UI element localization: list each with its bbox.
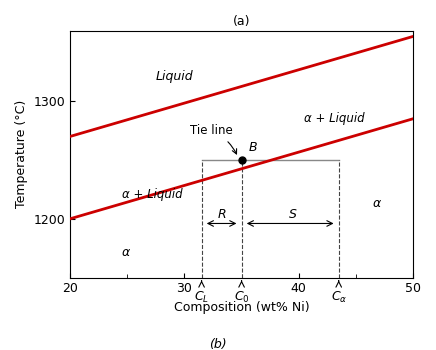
Text: Tie line: Tie line (190, 124, 237, 154)
Text: α: α (373, 197, 381, 210)
Text: Liquid: Liquid (156, 70, 194, 83)
Text: B: B (249, 141, 257, 154)
Text: (b): (b) (209, 338, 227, 350)
Text: $C_\alpha$: $C_\alpha$ (330, 290, 347, 305)
Text: S: S (289, 208, 297, 221)
Y-axis label: Temperature (°C): Temperature (°C) (15, 100, 28, 208)
Text: α + Liquid: α + Liquid (304, 112, 365, 125)
Text: α: α (122, 246, 130, 259)
Text: $C_0$: $C_0$ (234, 290, 249, 305)
X-axis label: Composition (wt% Ni): Composition (wt% Ni) (174, 301, 310, 314)
Text: α + Liquid: α + Liquid (122, 188, 182, 201)
Title: (a): (a) (233, 15, 250, 28)
Text: $C_L$: $C_L$ (194, 290, 209, 305)
Text: R: R (217, 208, 226, 221)
